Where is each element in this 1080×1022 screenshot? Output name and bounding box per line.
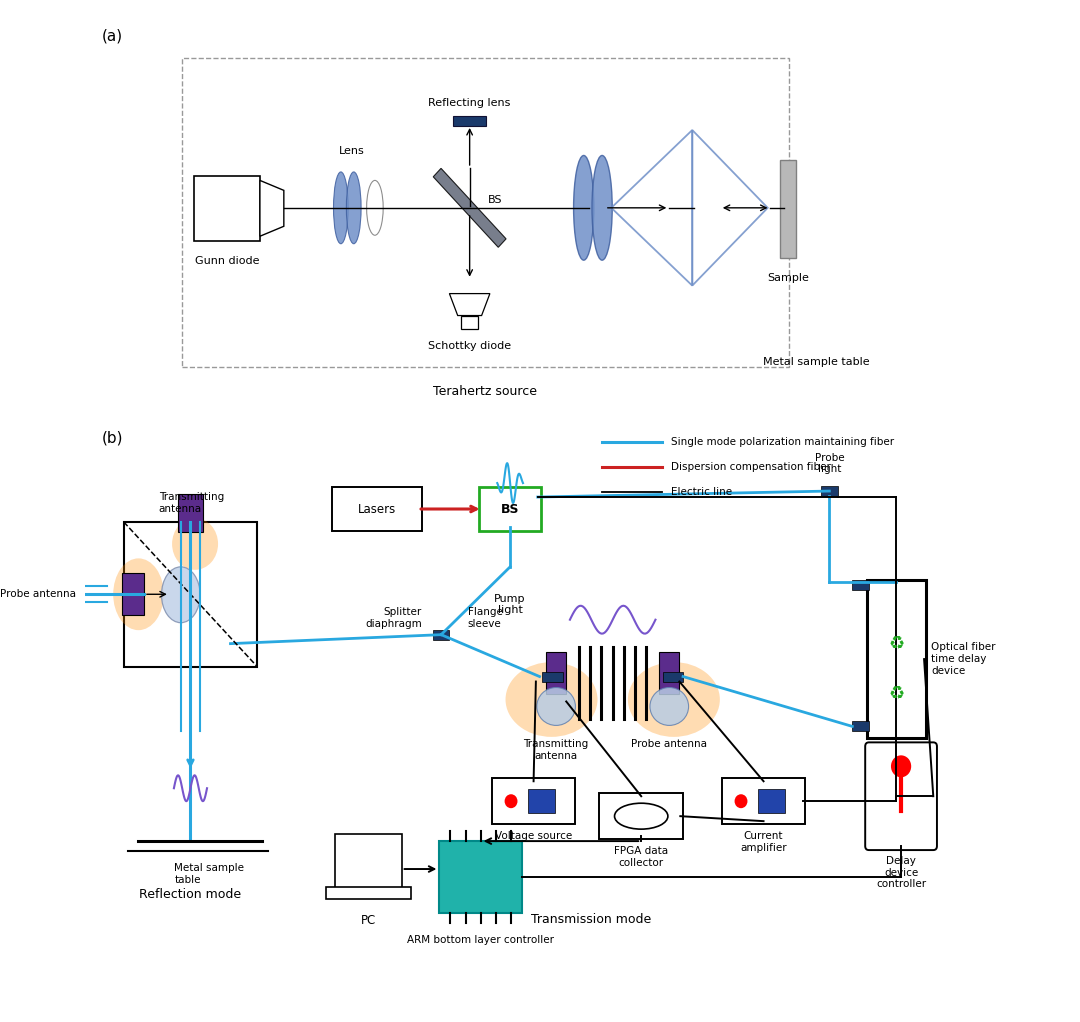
Text: Single mode polarization maintaining fiber: Single mode polarization maintaining fib…	[671, 437, 894, 448]
Bar	[433, 630, 449, 640]
Bar	[659, 652, 679, 694]
Circle shape	[734, 794, 747, 808]
Text: Probe
light: Probe light	[814, 453, 845, 474]
Bar	[757, 789, 785, 814]
Polygon shape	[433, 169, 507, 247]
Text: Probe antenna: Probe antenna	[0, 590, 76, 599]
Ellipse shape	[627, 662, 720, 737]
Text: Flange
sleeve: Flange sleeve	[468, 607, 502, 629]
Bar	[193, 176, 260, 241]
Ellipse shape	[573, 155, 594, 261]
FancyBboxPatch shape	[865, 742, 937, 850]
Bar	[336, 834, 402, 889]
Text: Schottky diode: Schottky diode	[428, 341, 511, 352]
Ellipse shape	[172, 518, 218, 570]
Ellipse shape	[162, 567, 200, 622]
Ellipse shape	[505, 662, 597, 737]
Text: Reflecting lens: Reflecting lens	[429, 98, 511, 108]
Text: Sample: Sample	[767, 273, 809, 283]
Text: Transmission mode: Transmission mode	[531, 913, 651, 926]
Bar	[852, 579, 869, 590]
Text: PC: PC	[361, 914, 376, 927]
Ellipse shape	[366, 181, 383, 235]
Text: Probe antenna: Probe antenna	[632, 739, 707, 749]
Text: Metal sample table: Metal sample table	[764, 358, 869, 368]
Bar	[440, 841, 522, 913]
Bar	[780, 160, 796, 258]
Polygon shape	[461, 316, 478, 329]
Text: Metal sample
table: Metal sample table	[174, 863, 244, 885]
Text: Dispersion compensation fiber: Dispersion compensation fiber	[671, 462, 831, 472]
Bar	[326, 887, 410, 899]
Text: (b): (b)	[102, 430, 123, 446]
FancyBboxPatch shape	[491, 779, 576, 824]
Bar	[181, 58, 788, 367]
Bar	[546, 652, 566, 694]
FancyBboxPatch shape	[478, 487, 541, 531]
Text: Optical fiber
time delay
device: Optical fiber time delay device	[931, 643, 996, 676]
Bar	[454, 117, 486, 126]
Bar	[122, 573, 144, 615]
Ellipse shape	[113, 558, 164, 631]
Bar	[528, 789, 555, 814]
Text: BS: BS	[501, 503, 519, 515]
Text: Transmitting
antenna: Transmitting antenna	[524, 739, 589, 761]
Bar	[852, 722, 869, 732]
Polygon shape	[260, 181, 284, 236]
Ellipse shape	[592, 155, 612, 261]
Text: (a): (a)	[102, 29, 123, 43]
Text: FPGA data
collector: FPGA data collector	[615, 846, 669, 868]
Text: Delay
device
controller: Delay device controller	[876, 856, 927, 889]
Bar	[821, 486, 838, 496]
Text: Pump
light: Pump light	[495, 594, 526, 615]
Ellipse shape	[537, 688, 576, 726]
Text: ♻: ♻	[889, 686, 905, 703]
Text: Electric line: Electric line	[671, 487, 732, 497]
Text: Gunn diode: Gunn diode	[194, 256, 259, 266]
Circle shape	[891, 755, 912, 778]
Bar	[663, 671, 683, 682]
Text: Terahertz source: Terahertz source	[433, 385, 537, 399]
Ellipse shape	[334, 172, 348, 243]
Text: Lens: Lens	[339, 146, 365, 156]
Bar	[542, 671, 563, 682]
Text: Reflection mode: Reflection mode	[139, 888, 242, 901]
Bar	[177, 494, 203, 531]
Text: Lasers: Lasers	[357, 503, 396, 515]
Text: Current
amplifier: Current amplifier	[740, 831, 787, 852]
Polygon shape	[449, 293, 490, 316]
Text: ♻: ♻	[889, 636, 905, 654]
FancyBboxPatch shape	[332, 487, 422, 531]
Text: Splitter
diaphragm: Splitter diaphragm	[365, 607, 422, 629]
Circle shape	[504, 794, 517, 808]
Text: ARM bottom layer controller: ARM bottom layer controller	[407, 935, 554, 945]
Text: Transmitting
antenna: Transmitting antenna	[159, 493, 224, 514]
Text: BS: BS	[488, 195, 502, 204]
FancyBboxPatch shape	[867, 579, 926, 738]
Ellipse shape	[347, 172, 361, 243]
FancyBboxPatch shape	[721, 779, 806, 824]
Bar	[124, 522, 257, 666]
FancyBboxPatch shape	[599, 793, 683, 839]
Ellipse shape	[650, 688, 689, 726]
Text: Voltage source: Voltage source	[495, 831, 572, 841]
